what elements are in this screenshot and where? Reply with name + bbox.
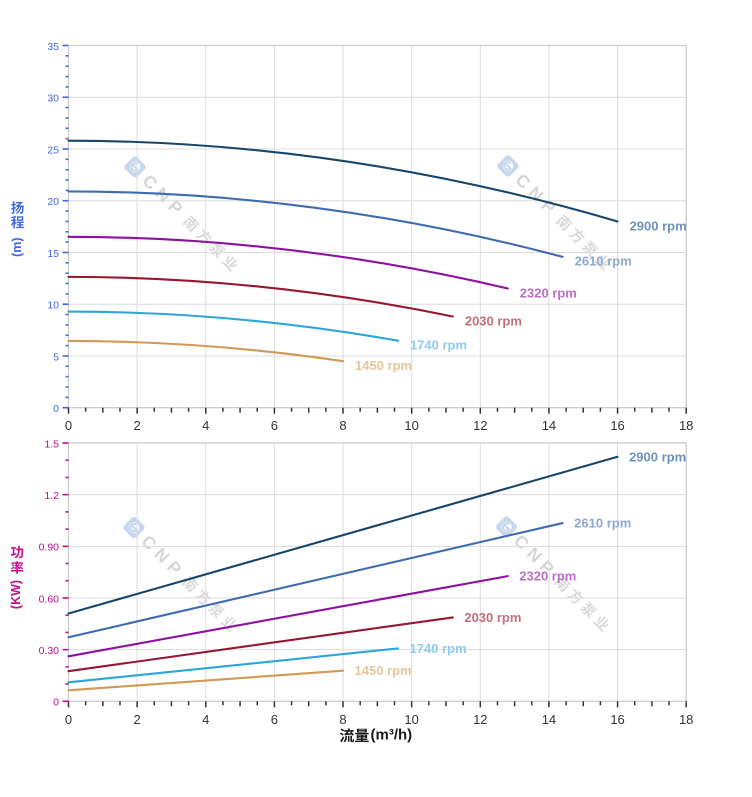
svg-text:2900 rpm: 2900 rpm [630,218,687,233]
svg-text:30: 30 [47,93,59,105]
svg-text:2030 rpm: 2030 rpm [464,610,521,625]
svg-text:2320 rpm: 2320 rpm [520,285,577,300]
svg-text:1740 rpm: 1740 rpm [410,337,467,352]
svg-text:1.5: 1.5 [44,438,59,450]
svg-text:20: 20 [47,196,59,208]
svg-text:2610 rpm: 2610 rpm [574,516,631,531]
svg-text:(KW): (KW) [9,580,23,609]
svg-text:(m³/h): (m³/h) [371,727,413,744]
svg-text:35: 35 [47,41,59,53]
svg-text:10: 10 [404,712,418,727]
svg-text:12: 12 [473,712,487,727]
svg-text:18: 18 [679,418,693,433]
svg-text:15: 15 [47,248,59,260]
svg-text:2320 rpm: 2320 rpm [519,569,576,584]
svg-text:1.2: 1.2 [44,490,59,502]
svg-text:0.60: 0.60 [39,593,60,605]
svg-text:1450 rpm: 1450 rpm [355,663,412,678]
svg-text:2030 rpm: 2030 rpm [465,313,522,328]
svg-text:8: 8 [339,418,346,433]
svg-text:8: 8 [339,712,346,727]
svg-text:0: 0 [53,697,59,709]
svg-text:0: 0 [65,712,72,727]
svg-text:6: 6 [271,418,278,433]
svg-text:1740 rpm: 1740 rpm [409,641,466,656]
svg-text:25: 25 [47,144,59,156]
svg-text:0.30: 0.30 [39,645,60,657]
svg-text:14: 14 [542,418,556,433]
svg-text:2900 rpm: 2900 rpm [629,449,686,464]
svg-text:5: 5 [53,351,59,363]
svg-text:0: 0 [65,418,72,433]
svg-text:0.90: 0.90 [39,542,60,554]
svg-text:(m): (m) [10,237,24,256]
svg-text:6: 6 [271,712,278,727]
svg-text:10: 10 [404,418,418,433]
svg-text:2610 rpm: 2610 rpm [575,254,632,269]
svg-text:16: 16 [610,712,624,727]
svg-text:0: 0 [53,403,59,415]
svg-text:1450 rpm: 1450 rpm [355,358,412,373]
svg-text:4: 4 [202,418,209,433]
svg-text:14: 14 [542,712,556,727]
svg-text:12: 12 [473,418,487,433]
svg-text:16: 16 [610,418,624,433]
svg-text:10: 10 [47,300,59,312]
svg-text:2: 2 [134,712,141,727]
svg-text:18: 18 [679,712,693,727]
svg-text:2: 2 [134,418,141,433]
svg-text:4: 4 [202,712,209,727]
